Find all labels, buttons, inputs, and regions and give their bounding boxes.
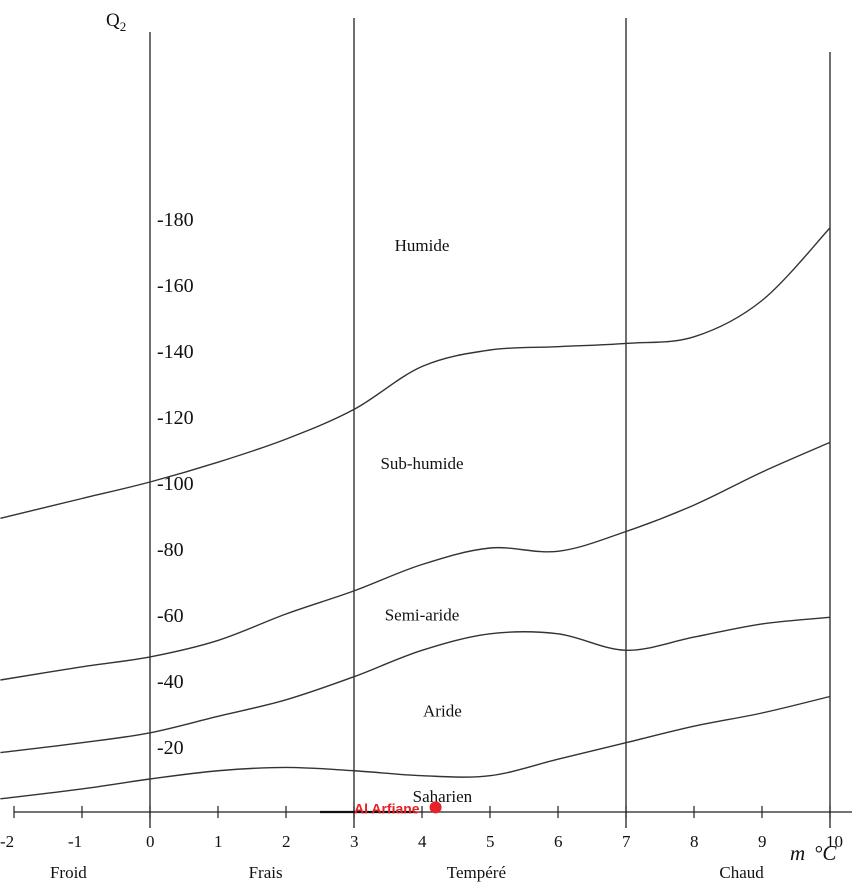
- y-tick-label: -180: [157, 209, 194, 231]
- x-axis-variable: m: [790, 841, 805, 865]
- x-tick-label: 3: [350, 832, 359, 851]
- y-tick-label: -20: [157, 737, 184, 759]
- y-axis: Q2 -180 -160 -140 -120 -100 -80 -60 -40 -20: [106, 10, 194, 759]
- y-tick-label: -120: [157, 407, 194, 429]
- x-tick-label: 1: [214, 832, 223, 851]
- x-tick-label: -1: [68, 832, 82, 851]
- x-tick-label: 8: [690, 832, 699, 851]
- x-axis: -2 -1 0 1 2 3 4 5 6 7 8 9 10: [0, 806, 852, 851]
- station-marker-group: Al Arfiane: [320, 800, 442, 816]
- station-point: [429, 801, 442, 814]
- x-tick-label: 2: [282, 832, 291, 851]
- y-tick-label: -140: [157, 341, 194, 363]
- zone-label: Saharien: [413, 787, 473, 806]
- zone-label: Semi-aride: [385, 606, 460, 625]
- x-axis-unit: m °C: [790, 841, 837, 865]
- x-tick-label: 0: [146, 832, 155, 851]
- temperature-class-label: Tempéré: [447, 863, 506, 882]
- y-tick-label: -100: [157, 473, 194, 495]
- x-tick-label: 5: [486, 832, 495, 851]
- x-tick-label: 4: [418, 832, 427, 851]
- temperature-class-label: Froid: [50, 863, 87, 882]
- zone-label: Aride: [423, 701, 462, 720]
- y-tick-label: -80: [157, 539, 184, 561]
- vertical-reference-lines: [149, 18, 831, 828]
- zone-boundary-2: [0, 441, 831, 681]
- x-tick-label: 9: [758, 832, 767, 851]
- y-tick-label: -160: [157, 275, 194, 297]
- zone-boundary-1: [0, 227, 831, 519]
- station-label: Al Arfiane: [354, 800, 420, 816]
- y-tick-label: -40: [157, 671, 184, 693]
- temperature-class-labels: Froid Frais Tempéré Chaud: [50, 863, 764, 882]
- zone-label: Humide: [395, 236, 450, 255]
- zone-boundary-4: [0, 695, 831, 800]
- x-tick-label: 7: [622, 832, 631, 851]
- zone-boundary-3: [0, 616, 831, 754]
- y-tick-label: -60: [157, 605, 184, 627]
- x-axis-unit-label: °C: [814, 841, 837, 865]
- zone-label: Sub-humide: [380, 454, 463, 473]
- x-tick-label: -2: [0, 832, 14, 851]
- x-tick-label: 10: [826, 832, 843, 851]
- temperature-class-label: Frais: [249, 863, 283, 882]
- x-tick-label: 6: [554, 832, 563, 851]
- y-axis-label: Q2: [106, 10, 126, 34]
- zone-boundary-curves: [0, 227, 831, 800]
- temperature-class-label: Chaud: [719, 863, 764, 882]
- zone-labels: Humide Sub-humide Semi-aride Aride Saharien: [380, 236, 472, 806]
